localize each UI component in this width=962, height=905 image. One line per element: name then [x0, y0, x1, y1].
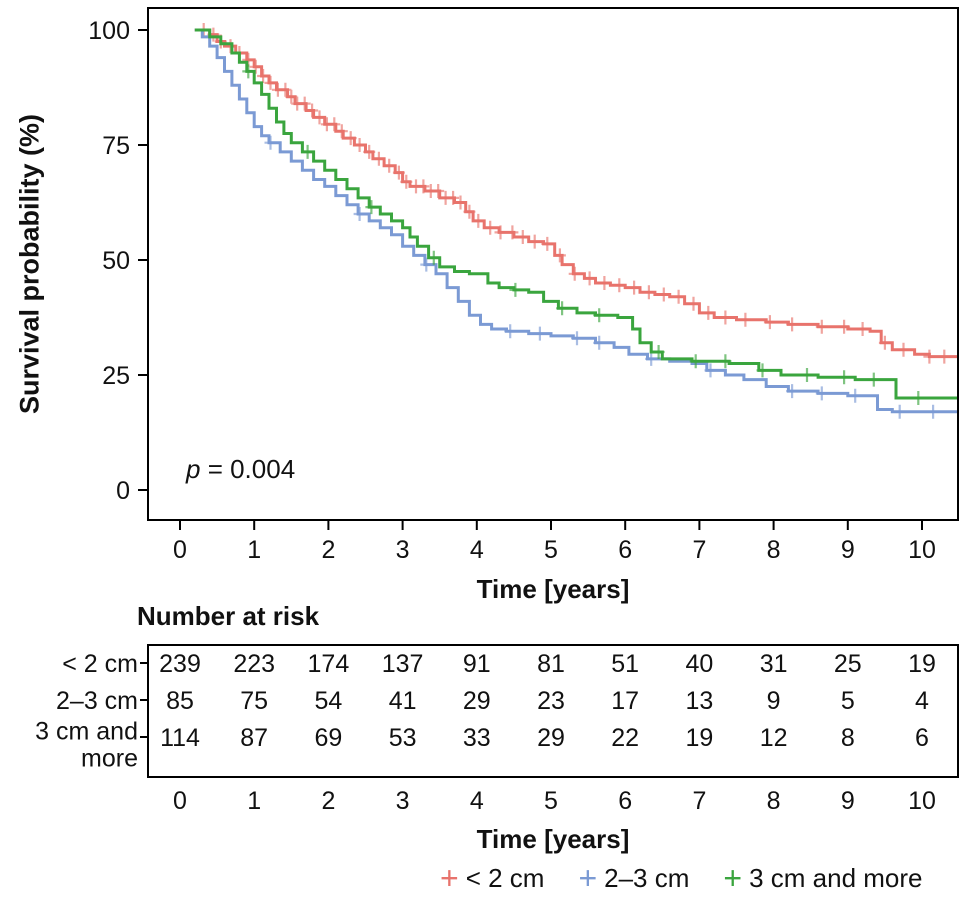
- risk-row-label: more: [81, 745, 138, 773]
- risk-count: 85: [166, 687, 194, 715]
- risk-x-tick-label: 1: [247, 787, 261, 815]
- risk-count: 29: [463, 687, 491, 715]
- risk-count: 81: [537, 650, 565, 678]
- risk-count: 29: [537, 724, 565, 752]
- risk-x-tick-label: 4: [470, 787, 484, 815]
- x-tick-label: 0: [173, 536, 187, 564]
- risk-x-tick-label: 8: [767, 787, 781, 815]
- x-tick-label: 5: [544, 536, 558, 564]
- risk-count: 33: [463, 724, 491, 752]
- censor-marks: [197, 23, 951, 364]
- x-axis-label: Time [years]: [476, 574, 630, 604]
- risk-x-tick-label: 5: [544, 787, 558, 815]
- y-tick-label: 50: [102, 247, 130, 275]
- risk-table-x-axis-label: Time [years]: [476, 824, 630, 854]
- risk-row-label: < 2 cm: [62, 650, 138, 678]
- risk-count: 17: [611, 687, 639, 715]
- p-value-symbol: p: [186, 454, 201, 484]
- risk-count: 91: [463, 650, 491, 678]
- risk-x-tick-label: 9: [841, 787, 855, 815]
- risk-count: 239: [159, 650, 201, 678]
- censor-marks: [242, 64, 925, 405]
- censor-plus-icon: +: [723, 860, 743, 896]
- risk-count: 25: [834, 650, 862, 678]
- legend-label: 2–3 cm: [604, 862, 690, 893]
- risk-count: 5: [841, 687, 855, 715]
- risk-count: 174: [308, 650, 350, 678]
- risk-count: 31: [760, 650, 788, 678]
- y-tick-label: 0: [116, 477, 130, 505]
- risk-count: 53: [389, 724, 417, 752]
- risk-count: 40: [685, 650, 713, 678]
- risk-count: 114: [160, 724, 200, 752]
- risk-count: 23: [537, 687, 565, 715]
- risk-table-border: [147, 644, 959, 778]
- risk-count: 223: [233, 650, 275, 678]
- x-tick-label: 6: [618, 536, 632, 564]
- risk-count: 75: [240, 687, 268, 715]
- survival-plot: 0 25 50 75 100 0 1 2 3 4 5 6 7 8 9 10: [88, 7, 959, 564]
- legend-item-lt2cm: + < 2 cm: [440, 862, 544, 894]
- risk-row-label: 2–3 cm: [56, 687, 138, 715]
- censor-plus-icon: +: [578, 860, 598, 896]
- p-value-annotation: p = 0.004: [186, 454, 295, 485]
- x-tick-label: 1: [247, 536, 261, 564]
- y-tick-label: 100: [88, 17, 130, 45]
- risk-x-tick-label: 0: [173, 787, 187, 815]
- risk-count: 12: [760, 724, 788, 752]
- legend-item-3cm-more: + 3 cm and more: [723, 862, 922, 894]
- risk-row-label: 3 cm and: [35, 718, 138, 746]
- x-tick-label: 2: [321, 536, 335, 564]
- risk-x-tick-label: 3: [396, 787, 410, 815]
- legend-item-2-3cm: + 2–3 cm: [578, 862, 689, 894]
- risk-x-tick-label: 6: [618, 787, 632, 815]
- risk-count: 19: [685, 724, 713, 752]
- risk-table-title: Number at risk: [137, 601, 320, 631]
- survival-curve: [194, 28, 958, 400]
- risk-count: 51: [611, 650, 639, 678]
- risk-count: 54: [314, 687, 342, 715]
- x-tick-label: 7: [692, 536, 706, 564]
- risk-count: 87: [240, 724, 268, 752]
- risk-x-tick-label: 10: [908, 787, 936, 815]
- risk-count: 19: [908, 650, 936, 678]
- y-tick-label: 75: [102, 132, 130, 160]
- risk-count: 4: [915, 687, 929, 715]
- number-at-risk-table: < 2 cm 239 223 174 137 91 81 51 40 31 25 192–3 cm 85…: [35, 644, 959, 815]
- risk-count: 137: [382, 650, 424, 678]
- plot-border: [147, 7, 959, 521]
- p-value-text: = 0.004: [200, 454, 296, 484]
- risk-count: 8: [841, 724, 855, 752]
- legend-label: 3 cm and more: [749, 862, 923, 893]
- risk-count: 41: [389, 687, 417, 715]
- risk-count: 6: [915, 724, 929, 752]
- legend-label: < 2 cm: [465, 862, 545, 893]
- risk-count: 13: [685, 687, 713, 715]
- risk-count: 22: [611, 724, 639, 752]
- x-tick-label: 10: [908, 536, 936, 564]
- risk-x-tick-label: 7: [692, 787, 706, 815]
- y-tick-label: 25: [102, 362, 130, 390]
- x-tick-label: 4: [470, 536, 484, 564]
- survival-curve: [194, 28, 958, 414]
- risk-count: 9: [767, 687, 781, 715]
- censor-marks: [264, 135, 940, 419]
- x-tick-label: 9: [841, 536, 855, 564]
- x-tick-label: 8: [767, 536, 781, 564]
- risk-count: 69: [314, 724, 342, 752]
- risk-x-tick-label: 2: [321, 787, 335, 815]
- censor-plus-icon: +: [440, 860, 459, 896]
- x-tick-label: 3: [396, 536, 410, 564]
- legend: + < 2 cm + 2–3 cm + 3 cm and more: [440, 862, 922, 894]
